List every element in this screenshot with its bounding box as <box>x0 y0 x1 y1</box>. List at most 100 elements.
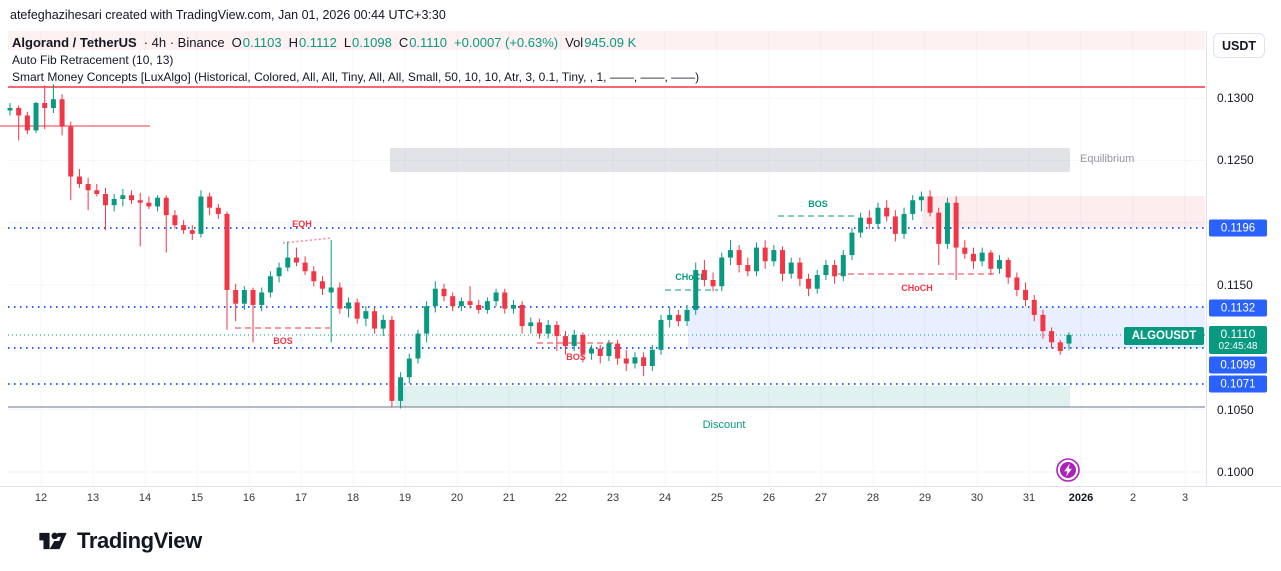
candle-body-down <box>936 212 942 244</box>
tradingview-logo-text: TradingView <box>77 528 202 553</box>
candle-body-up <box>875 207 881 224</box>
high-value: H 0.1112 <box>288 35 337 50</box>
candle-body-down <box>137 200 143 203</box>
candle-body-down <box>311 271 317 282</box>
candle-body-up <box>267 276 273 293</box>
candle-body-down <box>519 304 525 327</box>
candle-body-down <box>293 257 299 263</box>
candle-body-up <box>997 260 1003 269</box>
candle-body-down <box>953 202 959 248</box>
candle-body-up <box>823 265 829 276</box>
candle-body-up <box>571 334 577 347</box>
candle-body-down <box>354 302 360 319</box>
candle-body-up <box>398 377 404 401</box>
time-tick-3: 3 <box>1181 492 1189 504</box>
tradingview-logo[interactable]: TradingView <box>38 528 202 554</box>
candle-body-up <box>50 99 56 108</box>
candle-body-down <box>1057 342 1063 352</box>
candle-body-down <box>615 343 621 359</box>
indicator-legend-fib[interactable]: Auto Fib Retracement (10, 13) <box>12 52 174 67</box>
candle-body-up <box>493 292 499 302</box>
time-tick-31: 31 <box>1022 492 1036 504</box>
candle-body-down <box>42 102 48 108</box>
symbol-name[interactable]: Algorand / TetherUS <box>12 35 137 50</box>
choch-green-label: CHoCH <box>675 272 707 282</box>
price-axis[interactable]: USDT 0.1110 02:45:48 0.1300 0.1250 0.1150 0… <box>1206 31 1281 486</box>
eqh-label: EQH <box>292 219 312 229</box>
candle-body-down <box>102 193 108 206</box>
time-tick-17: 17 <box>294 492 308 504</box>
candle-body-down <box>467 301 473 305</box>
candle-body-down <box>641 357 647 367</box>
candle-body-down <box>701 270 707 281</box>
candle-body-down <box>554 324 560 337</box>
time-tick-29: 29 <box>918 492 932 504</box>
candle-body-up <box>415 333 421 359</box>
time-tick-24: 24 <box>658 492 672 504</box>
candle-body-up <box>458 301 464 307</box>
candle-body-down <box>68 126 74 177</box>
price-tick-0.1150: 0.1150 <box>1217 277 1253 292</box>
candle-body-up <box>120 195 126 199</box>
currency-toggle-button[interactable]: USDT <box>1213 33 1265 58</box>
candle-body-up <box>649 349 655 367</box>
candle-body-down <box>710 280 716 287</box>
candle-body-up <box>346 302 352 309</box>
time-tick-18: 18 <box>346 492 360 504</box>
candle-body-up <box>406 358 412 378</box>
time-tick-13: 13 <box>86 492 100 504</box>
candle-body-down <box>797 262 803 279</box>
candle-body-down <box>675 314 681 322</box>
candle-body-up <box>7 107 13 111</box>
candle-body-up <box>901 213 907 234</box>
indicator-legend-smc[interactable]: Smart Money Concepts [LuxAlgo] (Historic… <box>12 69 700 84</box>
time-tick-21: 21 <box>502 492 516 504</box>
candle-body-down <box>476 304 482 310</box>
candle-body-down <box>172 215 178 226</box>
time-tick-19: 19 <box>398 492 412 504</box>
candle-body-up <box>632 357 638 364</box>
symbol-legend-row[interactable]: Algorand / TetherUS · 4h · Binance O 0.11… <box>12 35 636 50</box>
order-block-zone <box>688 307 1205 348</box>
candle-body-up <box>771 250 777 262</box>
change-value: +0.0007 (+0.63%) <box>454 35 559 50</box>
level-badge-0.1196: 0.1196 <box>1209 219 1267 237</box>
candle-body-down <box>988 252 994 269</box>
candle-body-up <box>363 311 369 319</box>
candle-body-up <box>111 198 117 206</box>
candle-body-up <box>155 197 161 207</box>
time-axis[interactable]: 12 13 14 15 16 17 18 19 20 21 22 23 24 25 26 27 28 29 30 31… <box>0 486 1281 512</box>
equilibrium-zone <box>390 148 1070 172</box>
level-badge-0.1132: 0.1132 <box>1209 299 1267 317</box>
bar-countdown: 02:45:48 <box>1218 341 1258 353</box>
price-tick-0.1000: 0.1000 <box>1217 464 1254 479</box>
bos-red-2-label: BOS <box>566 352 586 362</box>
candle-body-up <box>528 322 534 327</box>
candle-body-up <box>241 289 247 304</box>
candle-body-up <box>589 348 595 354</box>
candle-body-down <box>302 262 308 272</box>
symbol-details: · 4h · Binance <box>143 35 225 50</box>
time-tick-16: 16 <box>242 492 256 504</box>
candle-body-up <box>545 324 551 334</box>
candle-body-up <box>328 287 334 293</box>
candle-body-down <box>623 358 629 364</box>
last-price-badge: 0.1110 02:45:48 <box>1209 326 1267 354</box>
candle-body-up <box>259 292 265 305</box>
candle-body-down <box>250 289 256 305</box>
close-value: C 0.1110 <box>398 35 448 50</box>
candle-body-down <box>450 296 456 307</box>
candle-body-up <box>944 202 950 244</box>
candle-body-down <box>580 334 586 354</box>
candle-body-down <box>372 311 378 329</box>
candle-body-down <box>181 225 187 231</box>
open-value: O 0.1103 <box>231 35 282 50</box>
candle-body-up <box>285 257 291 268</box>
candle-body-up <box>840 255 846 277</box>
candle-body-up <box>693 270 699 310</box>
candle-body-down <box>337 287 343 309</box>
symbol-price-label: ALGOUSDT <box>1124 327 1204 345</box>
choch-red-label: CHoCH <box>901 283 933 293</box>
